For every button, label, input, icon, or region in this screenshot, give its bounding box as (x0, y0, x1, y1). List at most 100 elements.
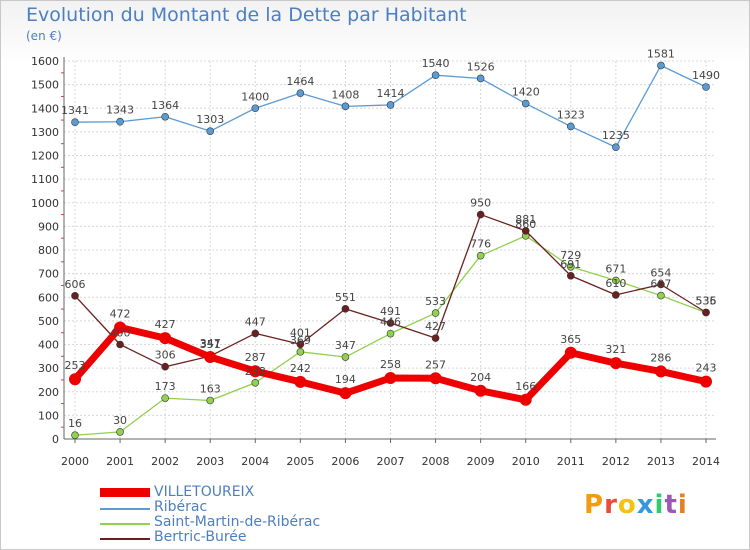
y-tick-label: 1300 (31, 126, 59, 139)
data-point-riberac (476, 74, 485, 83)
data-point-saint-martin-de-riberac (71, 431, 79, 440)
data-label-villetoureix: 472 (110, 307, 131, 320)
data-label-saint-martin-de-riberac: 729 (560, 249, 581, 262)
data-label-villetoureix: 243 (696, 362, 717, 375)
data-label-saint-martin-de-riberac: 776 (470, 238, 491, 251)
x-tick-label: 2013 (647, 455, 675, 468)
data-label-villetoureix: 242 (290, 362, 311, 375)
data-label-saint-martin-de-riberac: 16 (68, 417, 82, 430)
data-point-saint-martin-de-riberac (341, 353, 350, 361)
legend-swatch-villetoureix (100, 488, 150, 497)
data-label-bertric-buree: 306 (155, 349, 176, 362)
data-label-bertric-buree: 351 (200, 338, 221, 351)
data-point-villetoureix (249, 365, 262, 378)
y-tick-label: 100 (38, 409, 59, 422)
y-tick-label: 1200 (31, 150, 59, 163)
data-label-saint-martin-de-riberac: 671 (605, 262, 626, 275)
y-tick-label: 1400 (31, 102, 59, 115)
data-label-villetoureix: 347 (200, 337, 221, 350)
data-point-riberac (161, 112, 169, 121)
data-point-villetoureix (339, 387, 352, 400)
data-label-riberac: 1540 (422, 57, 450, 70)
data-labels: 1341 1343 1364 1303 1400 1464 1408 1414 1540 1526… (61, 47, 720, 430)
x-tick-label: 2002 (151, 455, 179, 468)
data-point-riberac (251, 104, 260, 113)
data-point-villetoureix (69, 373, 81, 386)
data-point-riberac (431, 71, 440, 79)
data-point-saint-martin-de-riberac (476, 251, 485, 260)
data-label-villetoureix: 194 (335, 373, 356, 386)
data-point-saint-martin-de-riberac (116, 428, 124, 436)
data-point-saint-martin-de-riberac (206, 396, 215, 405)
data-point-villetoureix (609, 357, 622, 370)
data-label-bertric-buree: 536 (696, 294, 717, 307)
y-tick-label: 200 (38, 386, 59, 399)
data-label-villetoureix: 204 (470, 371, 491, 384)
legend-swatch-riberac (100, 508, 150, 510)
data-point-bertric-buree (657, 280, 665, 289)
data-point-bertric-buree (566, 271, 575, 280)
x-tick-label: 2009 (467, 455, 495, 468)
data-point-bertric-buree (431, 334, 440, 342)
data-label-riberac: 1581 (647, 47, 675, 60)
data-label-riberac: 1400 (241, 90, 269, 103)
data-point-villetoureix (429, 372, 442, 385)
data-label-saint-martin-de-riberac: 30 (113, 414, 127, 427)
data-label-riberac: 1343 (106, 104, 134, 117)
data-point-saint-martin-de-riberac (566, 262, 575, 271)
y-tick-label: 700 (38, 268, 59, 281)
data-label-bertric-buree: 551 (335, 291, 356, 304)
data-point-saint-martin-de-riberac (251, 378, 260, 387)
data-point-saint-martin-de-riberac (161, 394, 169, 402)
data-point-bertric-buree (386, 319, 395, 327)
legend-swatch-bertric-buree (100, 538, 150, 540)
data-label-saint-martin-de-riberac: 173 (155, 380, 176, 393)
data-point-villetoureix (700, 375, 712, 388)
logo-letter: o (617, 490, 637, 520)
data-label-bertric-buree: 606 (65, 278, 86, 291)
x-tick-label: 2011 (557, 455, 585, 468)
legend-swatch-saint-martin (100, 523, 150, 525)
data-point-riberac (702, 83, 710, 91)
data-label-bertric-buree: 447 (245, 315, 266, 328)
data-point-bertric-buree (702, 308, 710, 317)
data-point-saint-martin-de-riberac (296, 348, 305, 356)
data-point-saint-martin-de-riberac (431, 309, 440, 317)
data-point-saint-martin-de-riberac (612, 276, 620, 285)
data-point-bertric-buree (251, 329, 260, 338)
legend-label-bertric-buree: Bertric-Burée (154, 529, 247, 545)
data-label-saint-martin-de-riberac: 860 (515, 218, 536, 231)
data-label-riberac: 1464 (286, 75, 314, 88)
data-point-villetoureix (114, 321, 127, 334)
y-tick-label: 1600 (31, 55, 59, 68)
data-point-villetoureix (519, 393, 532, 406)
data-label-villetoureix: 427 (155, 318, 176, 331)
data-point-saint-martin-de-riberac (657, 291, 665, 300)
data-label-bertric-buree: 400 (110, 327, 131, 340)
data-point-villetoureix (159, 332, 172, 345)
data-point-riberac (116, 117, 124, 126)
data-point-bertric-buree (612, 291, 620, 299)
logo-letter: r (604, 490, 618, 520)
y-tick-label: 800 (38, 244, 59, 257)
data-label-riberac: 1303 (196, 113, 224, 126)
data-point-riberac (612, 143, 620, 152)
y-tick-label: 600 (38, 291, 59, 304)
legend-label-villetoureix: VILLETOUREIX (154, 484, 255, 500)
data-point-riberac (657, 61, 665, 70)
data-point-villetoureix (564, 346, 577, 359)
data-label-riberac: 1490 (692, 69, 720, 82)
data-point-saint-martin-de-riberac (386, 329, 395, 338)
data-point-riberac (71, 118, 79, 126)
data-label-bertric-buree: 691 (560, 258, 581, 271)
data-label-riberac: 1526 (467, 60, 495, 73)
y-tick-label: 900 (38, 220, 59, 233)
data-point-riberac (341, 102, 350, 111)
data-point-bertric-buree (71, 292, 79, 300)
logo-letter: x (636, 490, 655, 520)
legend-label-riberac: Ribérac (154, 499, 208, 515)
data-label-villetoureix: 321 (605, 343, 626, 356)
chart-unit-label: (en €) (26, 29, 62, 43)
data-label-villetoureix: 253 (65, 359, 86, 372)
data-point-bertric-buree (476, 210, 485, 219)
